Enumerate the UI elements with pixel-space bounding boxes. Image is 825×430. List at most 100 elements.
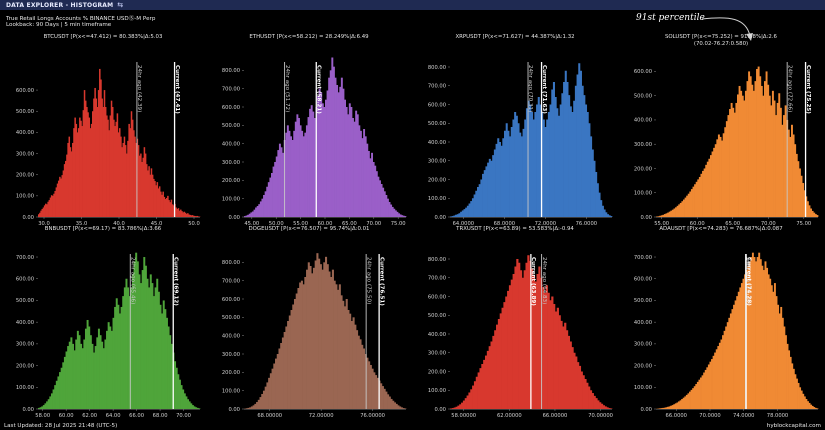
histogram-bar bbox=[167, 326, 170, 409]
histogram-bar bbox=[468, 203, 471, 217]
histogram-bar bbox=[678, 401, 680, 409]
histogram-bar bbox=[750, 257, 753, 409]
histogram-bar bbox=[490, 160, 493, 217]
histogram-bar bbox=[477, 187, 480, 217]
x-tick-label: 62.00000 bbox=[497, 413, 522, 419]
histogram-bar bbox=[171, 204, 174, 217]
histogram-bar bbox=[475, 376, 478, 409]
histogram-bar bbox=[74, 117, 76, 217]
histogram-bar bbox=[741, 95, 744, 217]
histogram-bar bbox=[671, 405, 674, 409]
histogram-bar bbox=[337, 92, 340, 217]
histogram-bar bbox=[775, 115, 778, 217]
histogram-bar bbox=[712, 355, 715, 409]
histogram-bar bbox=[41, 208, 44, 217]
histogram-bar bbox=[54, 385, 57, 409]
histogram-bar bbox=[542, 119, 545, 217]
histogram-bar bbox=[49, 396, 52, 409]
histogram-bar bbox=[659, 408, 662, 409]
histogram-bar bbox=[461, 402, 464, 410]
histogram-bar bbox=[768, 95, 771, 217]
histogram-bar bbox=[673, 404, 676, 409]
histogram-bar bbox=[258, 204, 261, 217]
histogram-bar bbox=[281, 337, 284, 409]
histogram-bar bbox=[475, 190, 478, 217]
histogram-bar bbox=[602, 405, 605, 409]
histogram-bar bbox=[394, 210, 397, 217]
histogram-bar bbox=[714, 144, 717, 217]
histogram-bar bbox=[783, 115, 785, 217]
histogram-bar bbox=[660, 408, 663, 409]
histogram-bar bbox=[120, 136, 122, 217]
y-tick-label: 700.00 bbox=[428, 84, 446, 90]
histogram-panel: ADAUSDT [P(x<=74.283) = 76.687%|Δ:0.087 0… bbox=[618, 226, 824, 422]
histogram-bar bbox=[347, 114, 350, 217]
day-ago-label: 24hr ago (64.83) bbox=[541, 257, 547, 304]
y-tick-label: 300.00 bbox=[634, 142, 652, 148]
histogram-bar bbox=[331, 269, 334, 409]
histogram-bar bbox=[679, 202, 682, 217]
histogram-bar bbox=[318, 88, 321, 217]
histogram-bar bbox=[810, 208, 812, 217]
histogram-bar bbox=[355, 110, 358, 217]
histogram-bar bbox=[356, 114, 359, 217]
y-tick-label: 300.00 bbox=[222, 160, 240, 166]
histogram-bar bbox=[190, 403, 193, 409]
histogram-bar bbox=[106, 115, 108, 217]
histogram-bar bbox=[754, 81, 757, 217]
histogram-bar bbox=[569, 106, 572, 218]
histogram-bar bbox=[167, 195, 169, 217]
histogram-bar bbox=[348, 103, 351, 217]
histogram-bar bbox=[470, 389, 473, 409]
day-ago-label: 24hr ago (51.72) bbox=[284, 65, 290, 112]
histogram-bar bbox=[309, 266, 312, 409]
histogram-bar bbox=[759, 259, 762, 409]
histogram-bar bbox=[488, 158, 491, 218]
histogram-bar bbox=[140, 283, 143, 409]
histogram-bar bbox=[248, 213, 251, 217]
histogram-bar bbox=[80, 343, 83, 409]
histogram-bar bbox=[813, 212, 816, 217]
histogram-bar bbox=[667, 406, 669, 409]
histogram-bar bbox=[603, 209, 606, 217]
histogram-bar bbox=[154, 287, 157, 409]
histogram-bar bbox=[600, 403, 604, 409]
y-tick-label: 400.00 bbox=[222, 141, 240, 147]
histogram-bar bbox=[113, 119, 115, 217]
histogram-bar bbox=[668, 406, 671, 409]
histogram-bar bbox=[667, 212, 670, 217]
histogram-bar bbox=[490, 341, 493, 409]
histogram-bar bbox=[547, 292, 550, 409]
histogram-panel: BNBUSDT [P(x<=69.17) = 83.786%|Δ:3.66 0.0… bbox=[0, 226, 206, 422]
histogram-bar bbox=[800, 175, 803, 217]
histogram-bar bbox=[160, 191, 162, 217]
histogram-bar bbox=[196, 407, 199, 409]
histogram-bar bbox=[681, 399, 684, 409]
histogram-bar bbox=[358, 125, 361, 217]
histogram-bar bbox=[340, 77, 343, 217]
histogram-bar bbox=[393, 208, 396, 217]
histogram-bar bbox=[671, 209, 674, 217]
histogram-bar bbox=[53, 193, 55, 217]
histogram-bar bbox=[257, 399, 260, 409]
histogram-bar bbox=[185, 396, 188, 409]
histogram-bar bbox=[577, 362, 580, 410]
histogram-bar bbox=[91, 343, 94, 409]
y-tick-label: 700.00 bbox=[428, 276, 446, 282]
histogram-bar bbox=[326, 90, 329, 217]
histogram-chart: 0.00 100.00 200.00 300.00 400.00 500.00 600.00… bbox=[428, 254, 613, 419]
y-tick-label: 800.00 bbox=[222, 260, 240, 266]
annotation-arrow-icon bbox=[701, 17, 753, 41]
histogram-bar bbox=[746, 81, 749, 217]
histogram-bar bbox=[797, 161, 800, 217]
swap-arrows-icon[interactable]: ⇆ bbox=[117, 1, 124, 9]
histogram-bar bbox=[173, 205, 175, 217]
histogram-bar bbox=[188, 401, 191, 409]
histogram-bar bbox=[372, 162, 375, 217]
panel-title: SOLUSDT [P(x<=75.252) = 91.58%|Δ:2.6 bbox=[665, 34, 777, 40]
histogram-bar bbox=[325, 256, 328, 409]
histogram-bar bbox=[93, 98, 95, 217]
histogram-bar bbox=[811, 405, 814, 409]
histogram-bar bbox=[159, 304, 162, 409]
histogram-bar bbox=[366, 357, 369, 409]
